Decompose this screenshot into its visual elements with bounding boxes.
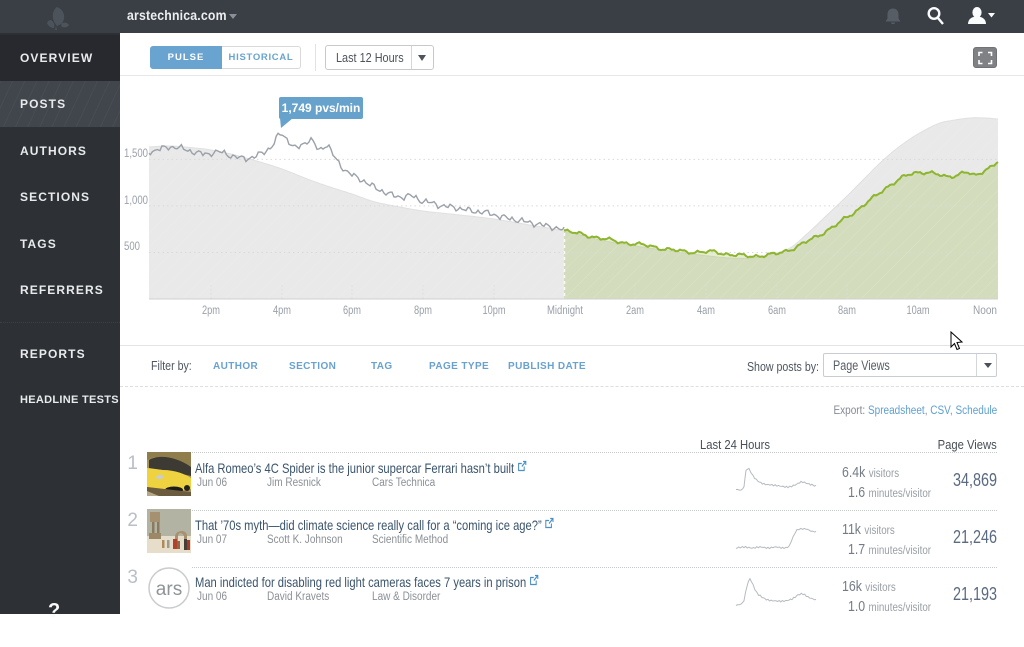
svg-text:ars: ars bbox=[156, 579, 182, 600]
svg-text:10pm: 10pm bbox=[483, 305, 506, 317]
svg-text:4am: 4am bbox=[697, 305, 715, 317]
svg-text:500: 500 bbox=[124, 239, 140, 253]
svg-text:8pm: 8pm bbox=[414, 305, 432, 317]
svg-text:6pm: 6pm bbox=[343, 305, 361, 317]
svg-text:4pm: 4pm bbox=[273, 305, 291, 317]
svg-text:Midnight: Midnight bbox=[547, 305, 584, 317]
svg-text:6am: 6am bbox=[768, 305, 786, 317]
svg-text:2pm: 2pm bbox=[202, 305, 220, 317]
svg-text:8am: 8am bbox=[838, 305, 856, 317]
svg-text:1,500: 1,500 bbox=[124, 146, 148, 160]
svg-text:10am: 10am bbox=[907, 305, 930, 317]
svg-text:Noon: Noon bbox=[973, 305, 997, 317]
svg-text:1,749 pvs/min: 1,749 pvs/min bbox=[282, 101, 361, 115]
svg-text:1,000: 1,000 bbox=[124, 193, 148, 207]
svg-text:2am: 2am bbox=[626, 305, 644, 317]
